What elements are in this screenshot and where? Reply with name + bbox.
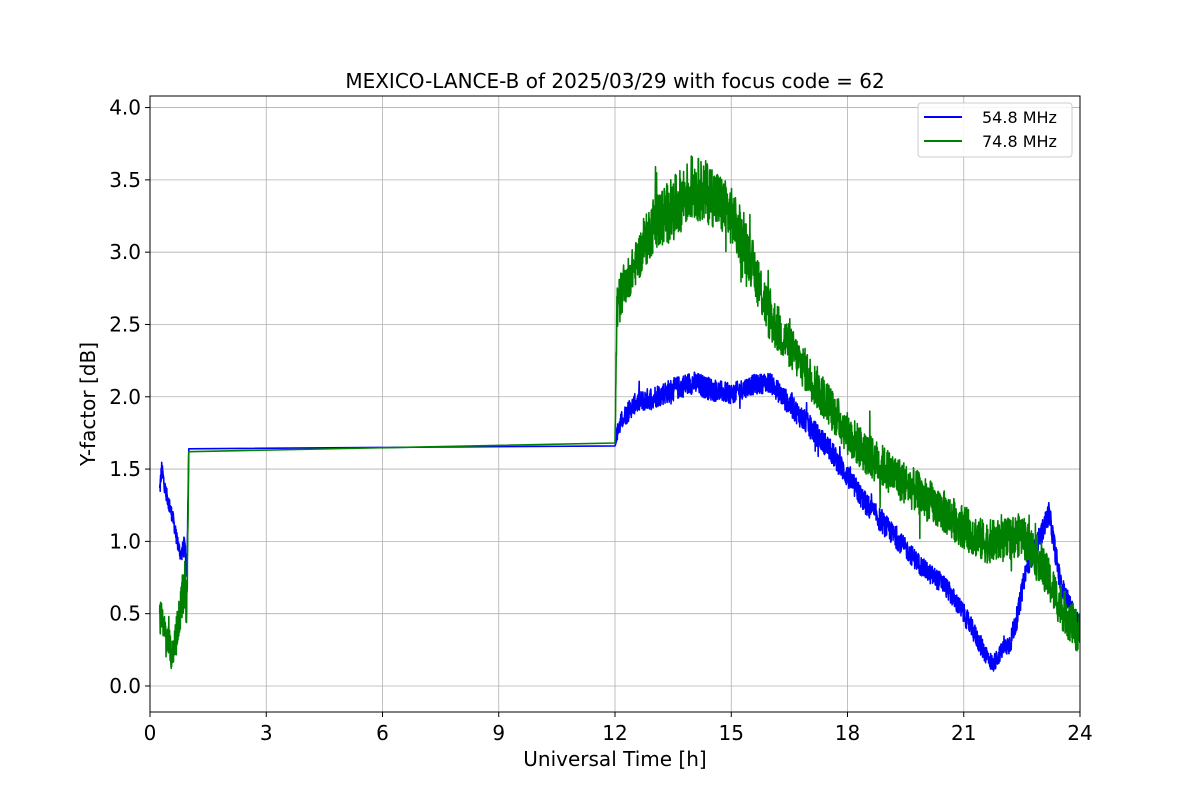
x-tick-label: 24 (1067, 721, 1092, 745)
y-tick-label: 0.0 (109, 674, 141, 698)
x-tick-label: 3 (260, 721, 273, 745)
tick-layer: 0 3 6 9 12 15 18 21 24 0.0 0.5 1.0 1.5 2.0 2.5 3.0 3.5 4.… (109, 96, 1093, 745)
x-tick-label: 18 (835, 721, 860, 745)
series-layer (158, 155, 1080, 672)
y-tick-label: 4.0 (109, 96, 141, 120)
y-tick-label: 2.0 (109, 385, 141, 409)
x-tick-label: 15 (719, 721, 744, 745)
y-tick-label: 2.5 (109, 312, 141, 336)
chart-title: MEXICO-LANCE-B of 2025/03/29 with focus … (345, 69, 884, 93)
y-tick-label: 3.5 (109, 168, 141, 192)
legend-label-series-2: 74.8 MHz (982, 132, 1057, 151)
legend: 54.8 MHz 74.8 MHz (917, 102, 1073, 158)
x-axis-label: Universal Time [h] (523, 747, 706, 771)
x-tick-label: 21 (951, 721, 976, 745)
y-axis-label: Y-factor [dB] (76, 342, 100, 467)
y-tick-label: 0.5 (109, 602, 141, 626)
x-tick-label: 6 (376, 721, 389, 745)
x-tick-label: 12 (602, 721, 627, 745)
y-tick-label: 1.5 (109, 457, 141, 481)
y-tick-label: 1.0 (109, 529, 141, 553)
legend-label-series-1: 54.8 MHz (982, 108, 1057, 127)
y-tick-label: 3.0 (109, 240, 141, 264)
series-line-1 (158, 371, 1080, 672)
x-tick-label: 0 (144, 721, 157, 745)
x-tick-label: 9 (492, 721, 505, 745)
series-line-2 (158, 155, 1080, 670)
